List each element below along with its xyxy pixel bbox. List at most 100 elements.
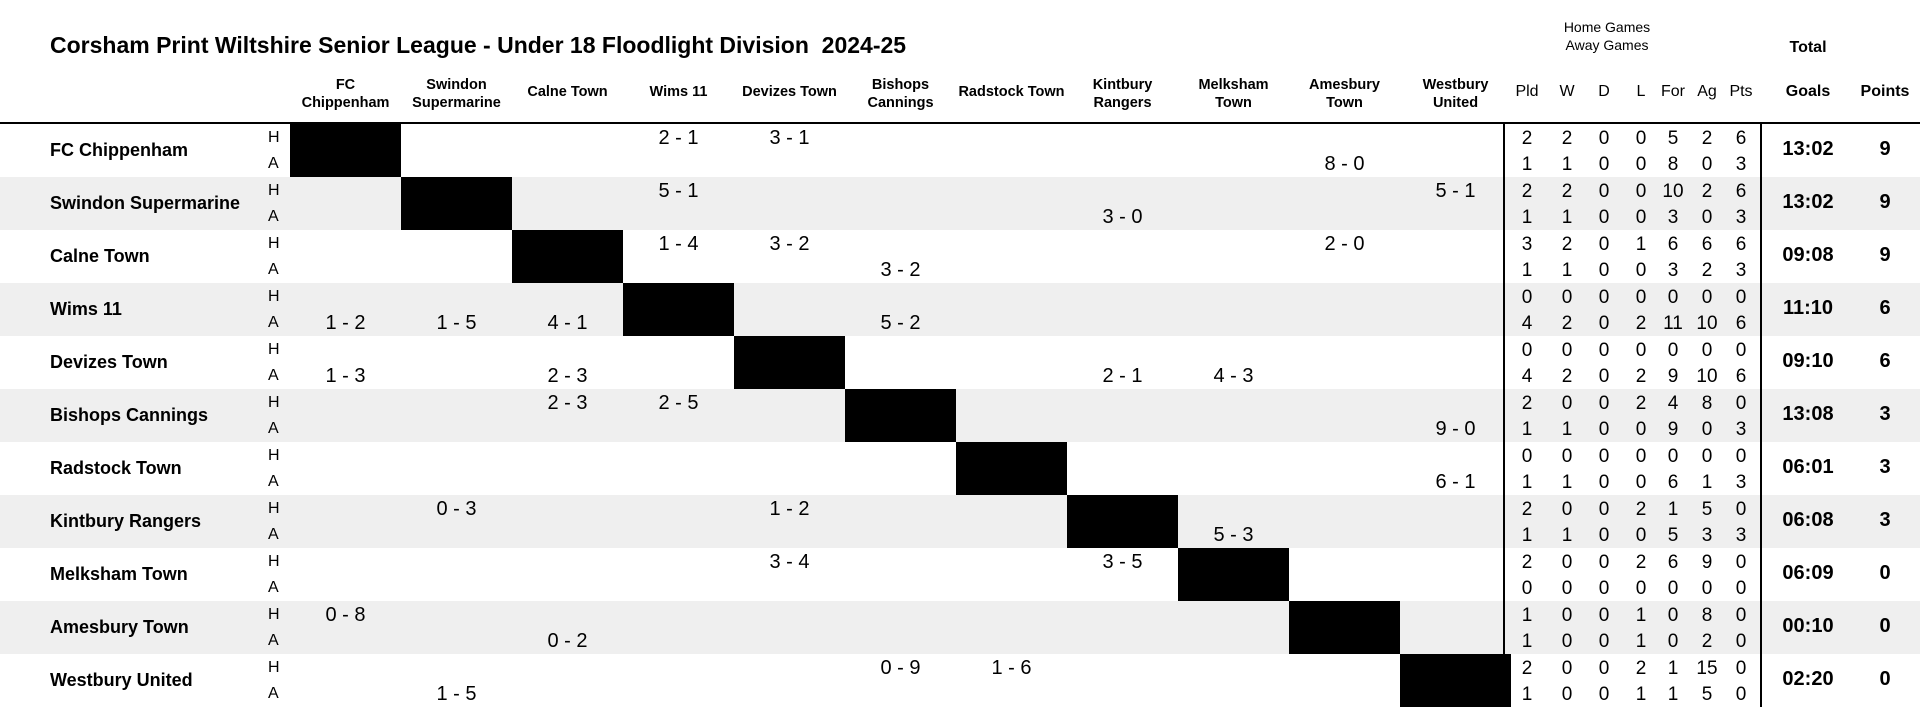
away-label: A: [268, 685, 279, 702]
row-band: [0, 177, 1920, 230]
column-header: Westbury United: [1400, 76, 1511, 112]
home-stat: 0: [1735, 658, 1747, 679]
team-name: Calne Town: [50, 246, 150, 266]
away-stat: 0: [1561, 631, 1573, 652]
home-result: 5 - 1: [1435, 180, 1476, 202]
home-stat: 1: [1635, 234, 1647, 255]
away-stat: 1: [1521, 472, 1533, 493]
away-label: A: [268, 473, 279, 490]
away-stat: 9: [1667, 366, 1679, 387]
home-stat: 0: [1667, 605, 1679, 626]
home-stat: 0: [1561, 340, 1573, 361]
home-stat: 1: [1667, 658, 1679, 679]
away-stat: 1: [1561, 472, 1573, 493]
home-result: 3 - 1: [769, 127, 810, 149]
away-stat: 1: [1521, 419, 1533, 440]
legend-home-games: Home Games: [1563, 19, 1651, 35]
home-result: 3 - 4: [769, 551, 810, 573]
column-header: Kintbury Rangers: [1067, 76, 1178, 112]
away-stat: 3: [1667, 207, 1679, 228]
home-stat: 0: [1635, 181, 1647, 202]
column-header: Radstock Town: [956, 83, 1067, 101]
home-stat: 0: [1598, 287, 1610, 308]
home-stat: 0: [1561, 446, 1573, 467]
column-header-line1: Amesbury: [1309, 77, 1380, 93]
home-result: 0 - 9: [880, 657, 921, 679]
home-stat: 0: [1635, 446, 1647, 467]
away-result: 5 - 2: [880, 312, 921, 334]
total-points: 6: [1879, 350, 1891, 372]
home-result: 0 - 3: [436, 498, 477, 520]
home-stat: 2: [1521, 499, 1533, 520]
away-stat: 0: [1598, 525, 1610, 546]
total-goals: 00:10: [1782, 615, 1834, 637]
away-stat: 0: [1735, 578, 1747, 599]
column-header: Swindon Supermarine: [401, 76, 512, 112]
home-stat: 2: [1521, 393, 1533, 414]
column-header-line1: Kintbury: [1092, 77, 1153, 93]
away-stat: 3: [1735, 525, 1747, 546]
home-stat: 0: [1598, 499, 1610, 520]
away-stat: 0: [1635, 525, 1647, 546]
self-match-block: [1178, 548, 1289, 601]
column-header: Amesbury Town: [1289, 76, 1400, 112]
home-stat: 2: [1521, 181, 1533, 202]
away-stat: 5: [1701, 684, 1713, 705]
home-stat: 0: [1521, 446, 1533, 467]
total-points: 0: [1879, 615, 1891, 637]
away-stat: 0: [1561, 684, 1573, 705]
home-stat: 0: [1561, 499, 1573, 520]
away-stat: 0: [1667, 578, 1679, 599]
stat-header: Pts: [1729, 83, 1753, 100]
home-result: 1 - 4: [658, 233, 699, 255]
away-stat: 3: [1735, 207, 1747, 228]
home-stat: 6: [1735, 181, 1747, 202]
total-goals: 06:09: [1782, 562, 1834, 584]
stat-header: Pld: [1515, 83, 1539, 100]
home-stat: 2: [1561, 234, 1573, 255]
away-stat: 0: [1701, 419, 1713, 440]
total-header: Total: [1789, 39, 1827, 56]
home-stat: 0: [1735, 287, 1747, 308]
column-header-line2: Supermarine: [412, 95, 501, 111]
home-stat: 2: [1701, 128, 1713, 149]
home-stat: 2: [1635, 552, 1647, 573]
total-goals: 02:20: [1782, 668, 1834, 690]
home-stat: 0: [1635, 128, 1647, 149]
home-stat: 2: [1561, 181, 1573, 202]
home-result: 3 - 5: [1102, 551, 1143, 573]
home-stat: 0: [1561, 393, 1573, 414]
away-stat: 0: [1635, 154, 1647, 175]
away-result: 5 - 3: [1213, 524, 1254, 546]
column-header-line1: Swindon: [426, 77, 487, 93]
home-stat: 0: [1701, 287, 1713, 308]
away-stat: 1: [1701, 472, 1713, 493]
away-stat: 10: [1696, 313, 1718, 334]
home-label: H: [268, 129, 280, 146]
column-header-line1: Melksham: [1198, 77, 1269, 93]
away-stat: 3: [1735, 260, 1747, 281]
total-points: 9: [1879, 138, 1891, 160]
away-stat: 8: [1667, 154, 1679, 175]
column-header-line2: Rangers: [1093, 95, 1152, 111]
column-header-line1: Radstock Town: [958, 84, 1065, 100]
home-label: H: [268, 288, 280, 305]
away-stat: 0: [1521, 578, 1533, 599]
away-result: 2 - 1: [1102, 365, 1143, 387]
away-stat: 0: [1735, 684, 1747, 705]
away-stat: 1: [1561, 260, 1573, 281]
header-rule: [0, 122, 1920, 124]
stat-header: For: [1661, 83, 1685, 100]
home-stat: 5: [1701, 499, 1713, 520]
home-stat: 2: [1521, 128, 1533, 149]
away-stat: 1: [1521, 154, 1533, 175]
away-stat: 11: [1663, 313, 1683, 334]
away-stat: 0: [1735, 631, 1747, 652]
total-goals: 11:10: [1782, 297, 1834, 319]
home-stat: 0: [1561, 552, 1573, 573]
away-result: 1 - 3: [325, 365, 366, 387]
column-header: Wims 11: [623, 83, 734, 101]
points-header: Points: [1860, 83, 1910, 100]
away-label: A: [268, 155, 279, 172]
away-stat: 0: [1635, 578, 1647, 599]
